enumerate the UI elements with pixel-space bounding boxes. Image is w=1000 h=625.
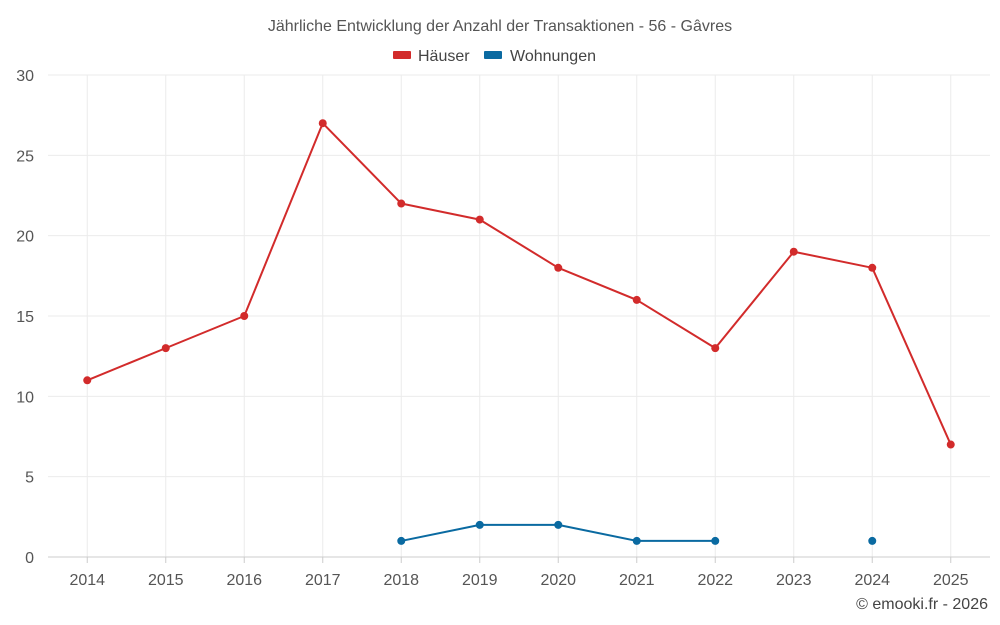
y-tick-label: 0 bbox=[25, 550, 34, 567]
data-point-wohnungen[interactable] bbox=[475, 520, 484, 529]
x-tick-label: 2023 bbox=[776, 572, 812, 589]
legend-item-haeuser[interactable]: Häuser bbox=[393, 48, 470, 65]
y-tick-label: 25 bbox=[16, 148, 34, 165]
legend-swatch-wohnungen bbox=[484, 51, 502, 59]
x-tick-label: 2020 bbox=[540, 572, 576, 589]
legend: Häuser Wohnungen bbox=[393, 48, 596, 65]
x-tick-label: 2015 bbox=[148, 572, 184, 589]
credit-text: © emooki.fr - 2026 bbox=[856, 596, 988, 613]
x-tick-label: 2024 bbox=[854, 572, 890, 589]
data-point-haeuser[interactable] bbox=[240, 312, 249, 320]
y-tick-label: 15 bbox=[16, 309, 34, 326]
data-point-haeuser[interactable] bbox=[554, 263, 563, 272]
data-point-haeuser[interactable] bbox=[161, 344, 170, 353]
chart-title: Jährliche Entwicklung der Anzahl der Tra… bbox=[268, 18, 732, 35]
x-axis: 2014 2015 2016 2017 2018 2019 2020 2021 2022 2023… bbox=[48, 556, 990, 589]
data-point-haeuser[interactable] bbox=[946, 440, 955, 449]
data-point-wohnungen[interactable] bbox=[711, 536, 720, 545]
data-point-wohnungen[interactable] bbox=[554, 520, 563, 529]
x-tick-label: 2016 bbox=[226, 572, 262, 589]
legend-label-haeuser: Häuser bbox=[418, 48, 470, 65]
data-point-haeuser[interactable] bbox=[632, 295, 641, 304]
data-point-wohnungen[interactable] bbox=[868, 536, 877, 545]
x-tick-label: 2022 bbox=[697, 572, 733, 589]
x-tick-label: 2017 bbox=[305, 572, 341, 589]
data-point-wohnungen[interactable] bbox=[397, 536, 406, 545]
data-point-haeuser[interactable] bbox=[397, 199, 406, 208]
y-tick-label: 10 bbox=[16, 389, 34, 406]
y-tick-label: 20 bbox=[16, 229, 34, 246]
x-tick-label: 2021 bbox=[619, 572, 655, 589]
legend-label-wohnungen: Wohnungen bbox=[510, 48, 596, 65]
series-line-haeuser bbox=[86, 122, 952, 445]
y-tick-label: 5 bbox=[25, 470, 34, 487]
x-tick-label: 2014 bbox=[69, 572, 105, 589]
grid bbox=[48, 74, 990, 557]
data-point-haeuser[interactable] bbox=[83, 376, 92, 385]
data-point-haeuser[interactable] bbox=[789, 247, 798, 256]
data-point-haeuser[interactable] bbox=[711, 344, 720, 353]
data-point-haeuser[interactable] bbox=[868, 263, 877, 272]
y-axis: 0 5 10 15 20 25 30 bbox=[16, 68, 34, 567]
data-point-wohnungen[interactable] bbox=[632, 536, 641, 545]
x-tick-label: 2019 bbox=[462, 572, 498, 589]
legend-item-wohnungen[interactable]: Wohnungen bbox=[484, 48, 596, 65]
y-tick-label: 30 bbox=[16, 68, 34, 85]
x-tick-label: 2018 bbox=[383, 572, 419, 589]
data-point-haeuser[interactable] bbox=[475, 215, 484, 224]
series-layer bbox=[83, 119, 955, 545]
data-point-haeuser[interactable] bbox=[318, 119, 327, 128]
legend-swatch-haeuser bbox=[393, 51, 411, 59]
x-tick-label: 2025 bbox=[933, 572, 969, 589]
